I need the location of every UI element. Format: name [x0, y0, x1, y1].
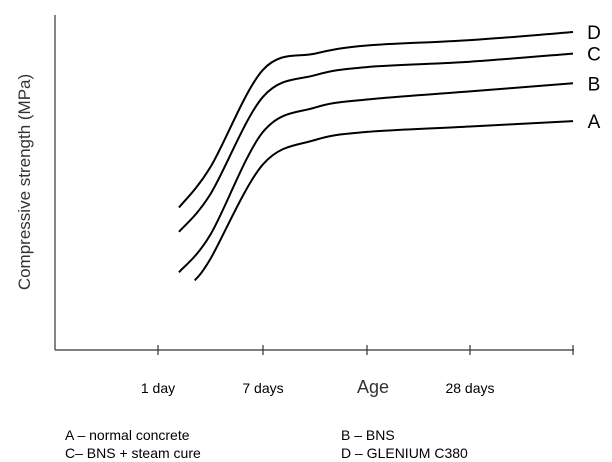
- y-axis-title: Compressive strength (MPa): [15, 74, 34, 290]
- x-axis-title: Age: [357, 377, 389, 397]
- series-line-a: [193, 120, 574, 282]
- series-line-b: [178, 82, 574, 273]
- legend-entry-a: A – normal concrete: [65, 427, 190, 443]
- legend-entry-c: C– BNS + steam cure: [65, 445, 201, 461]
- series-label-b: B: [588, 74, 601, 95]
- x-tick-label: 28 days: [445, 380, 494, 396]
- legend-entry-b: B – BNS: [341, 427, 395, 443]
- series-label-c: C: [587, 45, 601, 66]
- series-line-c: [178, 52, 574, 233]
- series-label-a: A: [588, 112, 601, 133]
- x-tick-label: 7 days: [242, 380, 283, 396]
- legend-entry-d: D – GLENIUM C380: [341, 445, 468, 461]
- series-line-d: [178, 31, 574, 209]
- series-label-d: D: [587, 23, 601, 44]
- x-tick-label: 1 day: [141, 380, 175, 396]
